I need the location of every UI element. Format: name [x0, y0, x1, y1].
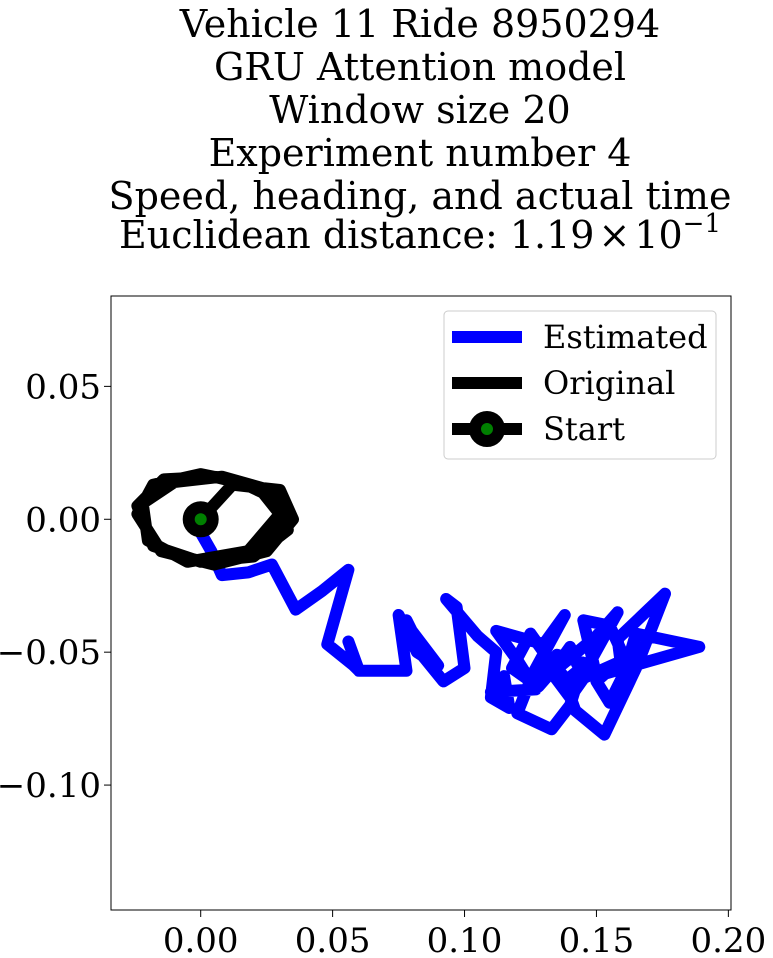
title-line-distance: Euclidean distance: 1.19 × 10−1 — [119, 209, 721, 257]
legend-estimated-label: Estimated — [543, 318, 708, 356]
distance-exponent: −1 — [683, 209, 721, 239]
x-tick-label: 0.05 — [295, 921, 371, 958]
y-tick-label: −0.05 — [0, 633, 101, 673]
y-tick-label: −0.10 — [0, 766, 101, 806]
y-axis: 0.05 0.00 −0.05 −0.10 — [0, 367, 111, 806]
x-axis: 0.00 0.05 0.10 0.15 0.20 — [163, 910, 766, 958]
y-tick-label: 0.00 — [25, 500, 101, 540]
x-tick-label: 0.10 — [427, 921, 503, 958]
title-line-3: Window size 20 — [269, 88, 570, 132]
x-tick-label: 0.00 — [163, 921, 239, 958]
original-trajectory-line — [131, 468, 299, 571]
legend-original-label: Original — [543, 364, 675, 402]
estimated-trajectory-line — [195, 529, 706, 741]
distance-label: Euclidean distance: — [119, 213, 510, 257]
y-tick-label: 0.05 — [25, 367, 101, 407]
title-line-2: GRU Attention model — [214, 45, 626, 89]
legend-box — [443, 310, 717, 460]
legend: Estimated Original Start — [443, 310, 717, 460]
x-tick-label: 0.15 — [559, 921, 635, 958]
distance-base: 10 — [634, 213, 682, 257]
x-tick-label: 0.20 — [691, 921, 767, 958]
title-line-1: Vehicle 11 Ride 8950294 — [179, 2, 660, 46]
legend-start-label: Start — [543, 410, 625, 448]
plot-frame — [110, 295, 732, 911]
plot-series — [131, 468, 706, 741]
distance-mantissa: 1.19 — [510, 213, 595, 257]
legend-start-marker — [469, 411, 505, 447]
start-marker — [182, 501, 219, 538]
title-line-5: Speed, heading, and actual time — [109, 174, 732, 218]
chart-title: Vehicle 11 Ride 8950294 GRU Attention mo… — [109, 2, 732, 257]
times-symbol: × — [598, 213, 630, 257]
title-line-4: Experiment number 4 — [209, 131, 632, 175]
